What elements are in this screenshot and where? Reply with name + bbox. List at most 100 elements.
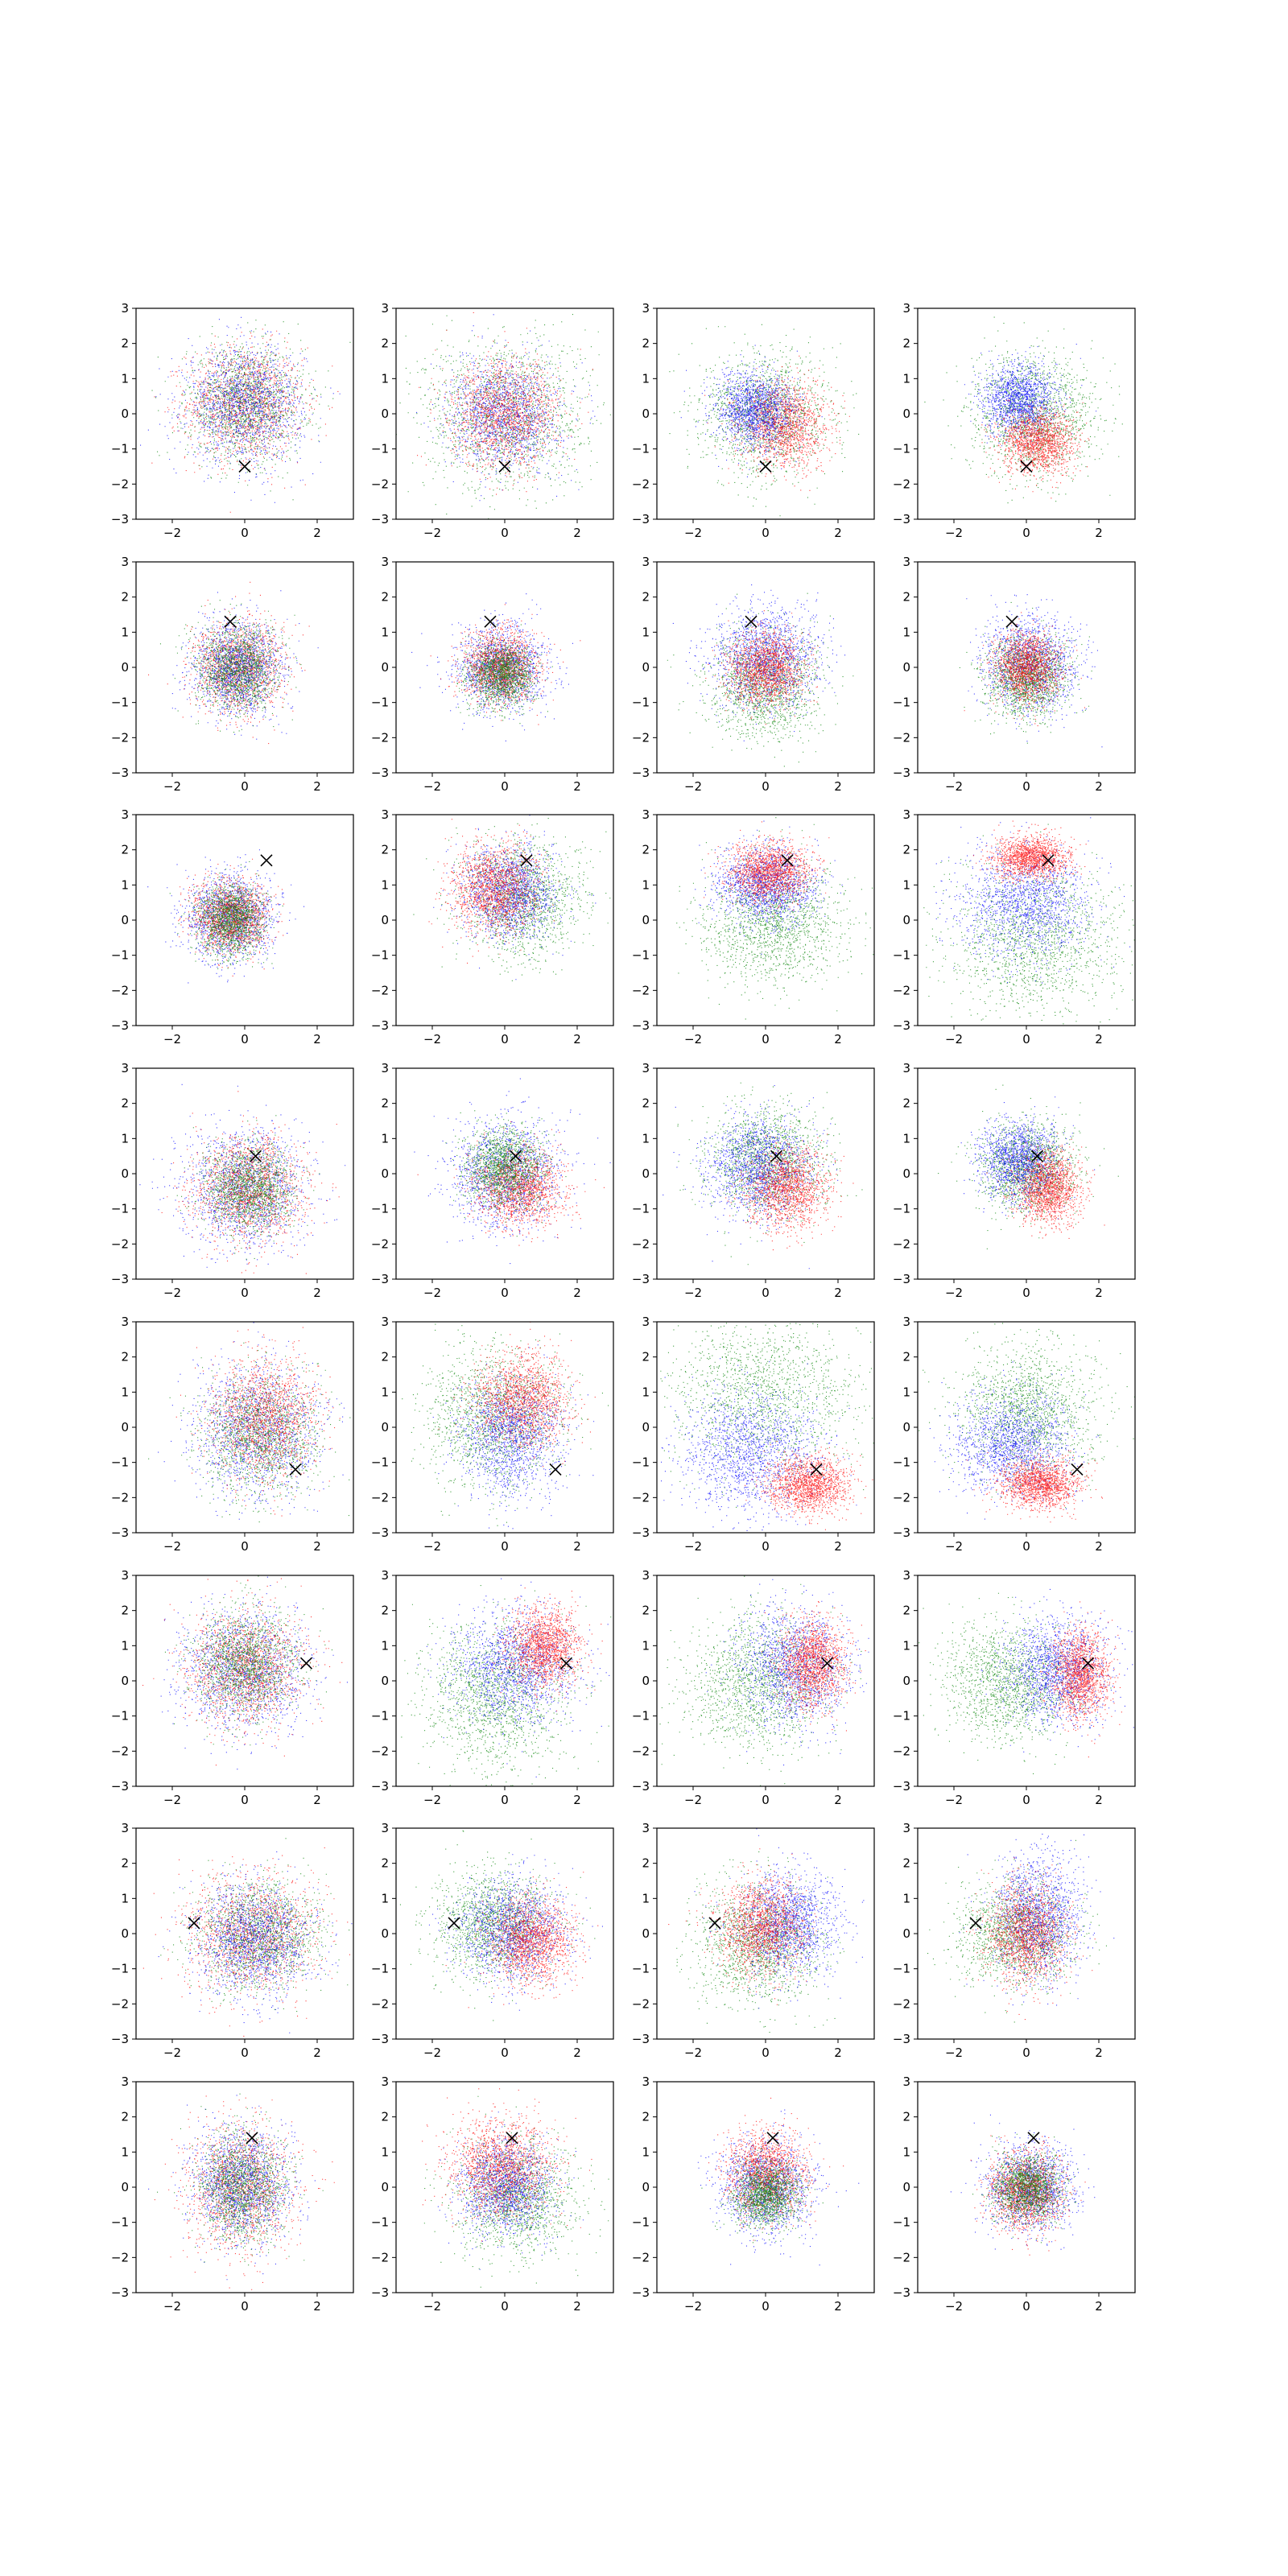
series-red [745,1441,881,1530]
y-tick-label: 3 [381,1315,389,1329]
y-tick-label: 2 [642,2110,650,2124]
series-blue [960,1823,1115,2005]
y-tick-label: 1 [642,1131,650,1146]
y-tick-label: 0 [902,1926,910,1941]
y-tick-label: −1 [111,1202,129,1216]
y-tick-label: −2 [632,1490,650,1505]
scatter-points [395,1831,619,2021]
y-tick-label: −2 [893,1744,910,1758]
x-tick-label: 0 [1022,779,1030,794]
y-tick-label: 2 [121,1350,129,1364]
y-tick-label: 2 [121,1856,129,1871]
series-blue [914,817,1131,983]
y-tick-label: −1 [632,1962,650,1976]
x-tick-label: −2 [163,1032,181,1046]
y-tick-label: 2 [121,2110,129,2124]
series-green [395,1831,596,2021]
y-tick-label: 0 [121,913,129,927]
y-tick-label: 2 [381,843,389,857]
axes-frame [918,815,1135,1026]
y-tick-label: 0 [121,407,129,421]
x-tick-label: 2 [313,779,321,794]
y-tick-label: 1 [121,1131,129,1146]
series-blue [139,1084,345,1268]
series-red [429,819,559,964]
x-tick-label: −2 [163,2046,181,2060]
y-tick-label: 0 [642,1674,650,1688]
x-tick-label: 0 [241,1286,249,1300]
y-tick-label: −3 [111,2032,129,2046]
x-tick-label: −2 [163,1286,181,1300]
y-tick-label: −3 [111,2285,129,2300]
y-tick-label: 0 [121,2180,129,2194]
x-tick-label: −2 [423,1793,441,1807]
x-tick-label: −2 [945,1539,963,1554]
y-tick-label: −2 [632,2250,650,2264]
x-tick-label: 0 [241,1032,249,1046]
series-green [924,317,1122,523]
y-tick-label: −2 [632,1236,650,1251]
x-tick-label: −2 [684,2299,702,2314]
x-tick-label: 2 [1095,1539,1103,1554]
x-tick-label: 2 [1095,2299,1103,2314]
y-tick-label: −1 [632,948,650,963]
x-tick-label: 0 [501,2046,509,2060]
series-green [378,1585,621,1823]
x-tick-label: −2 [684,1793,702,1807]
scatter-points [143,1838,355,2037]
scatter-points [148,582,319,744]
y-tick-label: 3 [381,1061,389,1075]
y-tick-label: −3 [893,512,910,526]
y-tick-label: −3 [371,512,389,526]
y-tick-label: −1 [371,1962,389,1976]
series-blue [681,345,823,477]
y-tick-label: −1 [893,1962,910,1976]
x-tick-label: 2 [1095,526,1103,540]
scatter-points [906,1589,1148,1774]
y-tick-label: 2 [381,1856,389,1871]
y-tick-label: 1 [121,1385,129,1399]
x-tick-label: 0 [241,2299,249,2314]
x-tick-label: 2 [573,2046,581,2060]
scatter-points [877,817,1162,1074]
series-red [981,397,1089,498]
series-blue [673,584,845,741]
y-tick-label: −2 [371,1996,389,2011]
scatter-points [142,1575,348,1769]
y-tick-label: 2 [121,843,129,857]
scatter-points [886,1294,1135,1544]
x-tick-label: 0 [501,1793,509,1807]
scatter-points [951,2115,1095,2256]
x-tick-label: 2 [573,1793,581,1807]
x-tick-label: 0 [501,2299,509,2314]
y-tick-label: 3 [902,1568,910,1583]
y-tick-label: −3 [371,2032,389,2046]
scatter-points [667,584,879,773]
x-tick-label: 2 [313,2046,321,2060]
axes-frame [918,1575,1135,1786]
x-tick-label: −2 [423,526,441,540]
scatter-points [698,2098,859,2265]
y-tick-label: 2 [381,1096,389,1111]
y-tick-label: 0 [902,407,910,421]
y-tick-label: 3 [121,301,129,316]
x-tick-label: 0 [1022,1793,1030,1807]
y-tick-label: 3 [381,555,389,569]
y-tick-label: −1 [111,1962,129,1976]
y-tick-label: −1 [632,1455,650,1470]
axes-frame [396,562,613,773]
y-tick-label: −1 [632,1709,650,1724]
y-tick-label: 3 [121,555,129,569]
y-tick-label: 0 [381,660,389,675]
y-tick-label: 0 [902,2180,910,2194]
y-tick-label: 3 [381,301,389,316]
y-tick-label: −2 [893,983,910,997]
scatter-points [378,1574,621,1823]
